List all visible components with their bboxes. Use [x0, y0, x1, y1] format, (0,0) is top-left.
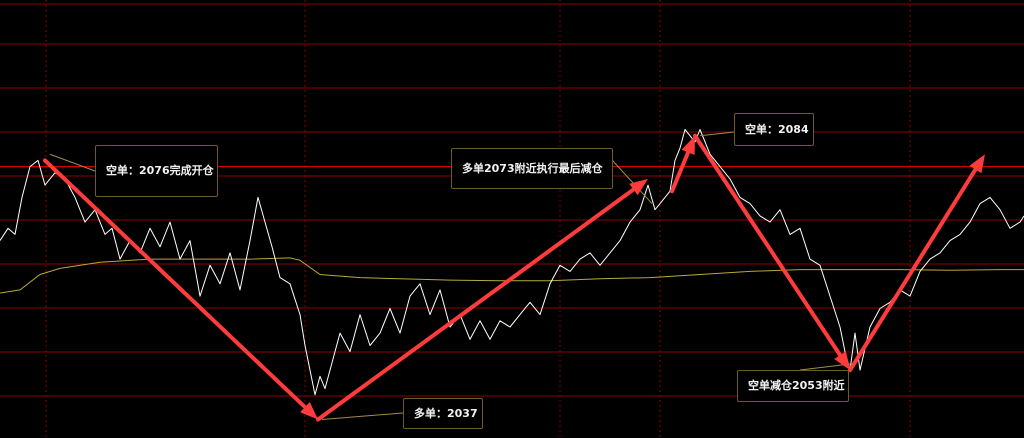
- moving-average-line: [0, 257, 1024, 294]
- callout-text: 空单：2076完成开仓: [106, 164, 214, 177]
- callout-short-entry: 空单：2084: [734, 113, 814, 146]
- callout-leaders: [49, 131, 851, 420]
- trend-arrow-shaft: [43, 158, 307, 410]
- callout-text: 空单减仓2053附近: [748, 379, 845, 392]
- trend-arrow-head: [969, 154, 985, 174]
- trend-arrow-head: [681, 135, 695, 155]
- trend-arrow-head: [834, 351, 850, 371]
- callout-leader: [699, 131, 735, 137]
- callout-leader: [799, 363, 851, 371]
- callout-long-reduce: 多单2073附近执行最后减仓: [451, 148, 613, 189]
- trend-arrow-head: [629, 178, 648, 196]
- trend-arrow-shaft: [316, 187, 636, 422]
- trend-arrow-shaft: [670, 150, 691, 194]
- callout-leader: [611, 159, 653, 204]
- callout-leader: [321, 412, 404, 420]
- moving-average-layer: [0, 257, 1024, 294]
- callout-long-entry: 多单：2037: [403, 398, 483, 429]
- trend-arrows: [43, 133, 985, 422]
- callout-text: 空单：2084: [745, 122, 809, 136]
- callout-leader: [49, 153, 96, 172]
- trend-arrow-shaft: [848, 167, 978, 373]
- trend-arrow-shaft: [693, 133, 843, 358]
- callout-short-open: 空单：2076完成开仓: [95, 145, 218, 197]
- trend-arrow-head: [300, 402, 318, 420]
- callout-short-reduce: 空单减仓2053附近: [737, 370, 849, 402]
- callout-text: 多单：2037: [414, 406, 478, 420]
- callout-text: 多单2073附近执行最后减仓: [462, 161, 603, 175]
